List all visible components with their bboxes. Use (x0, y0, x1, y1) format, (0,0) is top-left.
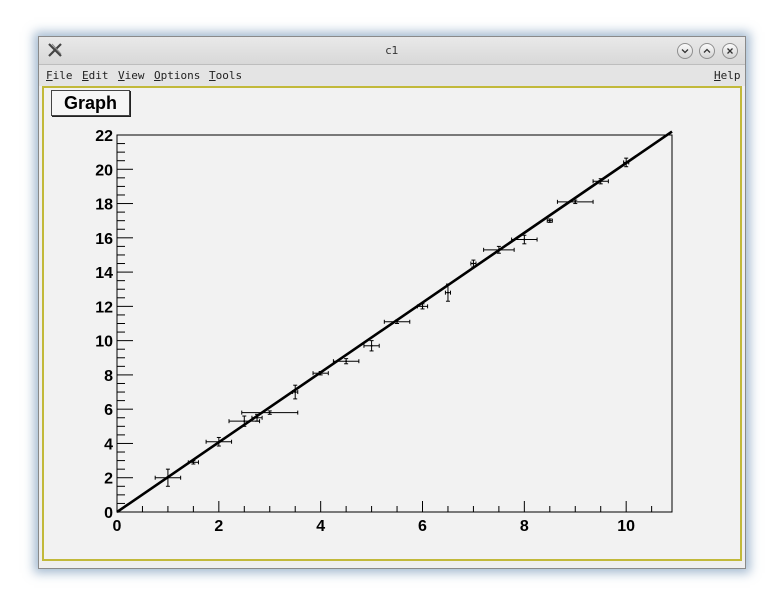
y-tick-label: 6 (104, 402, 113, 419)
menu-options-label: ptions (160, 69, 201, 82)
minimize-button[interactable] (677, 43, 693, 59)
y-tick-label: 4 (104, 436, 113, 453)
menu-tools-mnemonic: T (209, 69, 216, 82)
root-canvas-window: c1 File Edit View Options Tools Help Gra… (38, 36, 746, 569)
graph-title-box[interactable]: Graph (51, 90, 130, 116)
menu-tools-label: ools (215, 69, 243, 82)
menu-options[interactable]: Options (154, 69, 200, 82)
menu-help-mnemonic: H (714, 69, 721, 82)
data-point (345, 360, 348, 363)
y-tick-label: 16 (95, 231, 113, 248)
x-tick-label: 4 (316, 518, 325, 535)
data-point (446, 291, 449, 294)
menu-edit-mnemonic: E (82, 69, 89, 82)
menu-view-mnemonic: V (118, 69, 125, 82)
window-title: c1 (385, 44, 399, 57)
y-tick-label: 18 (95, 197, 113, 214)
y-tick-label: 12 (95, 299, 113, 316)
data-point (294, 391, 297, 394)
data-point (217, 440, 220, 443)
y-tick-label: 2 (104, 471, 113, 488)
y-tick-label: 20 (95, 162, 113, 179)
title-bar[interactable]: c1 (39, 37, 745, 65)
menu-tools[interactable]: Tools (209, 69, 242, 82)
menu-edit-label: dit (88, 69, 109, 82)
data-point (472, 262, 475, 265)
x-tick-label: 6 (418, 518, 427, 535)
data-point (523, 238, 526, 241)
x-tick-label: 10 (617, 518, 635, 535)
menu-options-mnemonic: O (154, 69, 161, 82)
data-point (497, 248, 500, 251)
menu-file-mnemonic: F (46, 69, 53, 82)
data-point (599, 180, 602, 183)
data-point (243, 420, 246, 423)
data-point (319, 372, 322, 375)
chevron-up-icon (703, 48, 711, 53)
menu-file[interactable]: File (46, 69, 73, 82)
menu-bar: File Edit View Options Tools Help (39, 65, 745, 86)
plot-canvas[interactable]: Graph 0 2 4 6 8 10 0 2 4 6 8 10 12 14 16 18 20 22 (42, 86, 742, 561)
menu-view-label: iew (124, 69, 145, 82)
y-tick-label: 14 (95, 265, 113, 282)
menu-help[interactable]: Help (714, 69, 741, 82)
data-point (256, 416, 259, 419)
data-point (548, 219, 551, 222)
scatter-plot[interactable]: 0 2 4 6 8 10 0 2 4 6 8 10 12 14 16 18 20 22 (44, 88, 740, 559)
menu-file-label: ile (52, 69, 73, 82)
x-tick-label: 8 (520, 518, 529, 535)
data-point (166, 476, 169, 479)
x-tick-label: 2 (214, 518, 223, 535)
y-tick-label: 10 (95, 334, 113, 351)
chevron-down-icon (681, 49, 689, 54)
x11-app-icon (47, 42, 63, 58)
maximize-button[interactable] (699, 43, 715, 59)
menu-edit[interactable]: Edit (82, 69, 109, 82)
data-point (192, 461, 195, 464)
data-point (370, 344, 373, 347)
data-point (396, 320, 399, 323)
data-point (574, 200, 577, 203)
menu-help-label: elp (720, 69, 741, 82)
close-icon (727, 48, 733, 54)
close-button[interactable] (722, 43, 738, 59)
data-point (421, 305, 424, 308)
y-tick-label: 0 (104, 505, 113, 522)
x-tick-label: 0 (113, 518, 122, 535)
menu-view[interactable]: View (118, 69, 145, 82)
data-point (625, 161, 628, 164)
y-tick-label: 8 (104, 368, 113, 385)
data-point (268, 411, 271, 414)
y-tick-label: 22 (95, 128, 113, 145)
